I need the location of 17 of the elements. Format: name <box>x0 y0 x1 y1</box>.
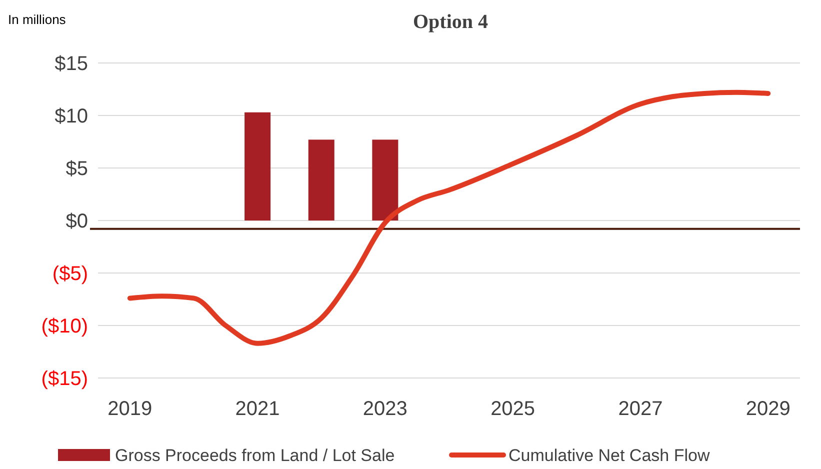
y-tick-label: ($15) <box>41 368 88 390</box>
x-tick-label: 2027 <box>618 398 663 420</box>
legend-label: Cumulative Net Cash Flow <box>508 446 710 465</box>
legend-label: Gross Proceeds from Land / Lot Sale <box>115 446 395 465</box>
y-tick-label: $10 <box>54 106 88 128</box>
y-tick-label: ($5) <box>52 263 88 285</box>
x-tick-label: 2023 <box>362 398 408 420</box>
chart-title: Option 4 <box>412 11 488 33</box>
y-tick-label: $0 <box>66 210 88 232</box>
x-tick-label: 2029 <box>746 398 790 420</box>
y-tick-label: ($10) <box>41 316 88 338</box>
y-tick-label: $15 <box>54 53 88 75</box>
text: In millions <box>8 12 66 27</box>
x-tick-label: 2025 <box>490 398 536 420</box>
x-tick-label: 2019 <box>108 398 152 420</box>
x-tick-label: 2021 <box>235 398 280 420</box>
y-tick-label: $5 <box>66 158 88 180</box>
